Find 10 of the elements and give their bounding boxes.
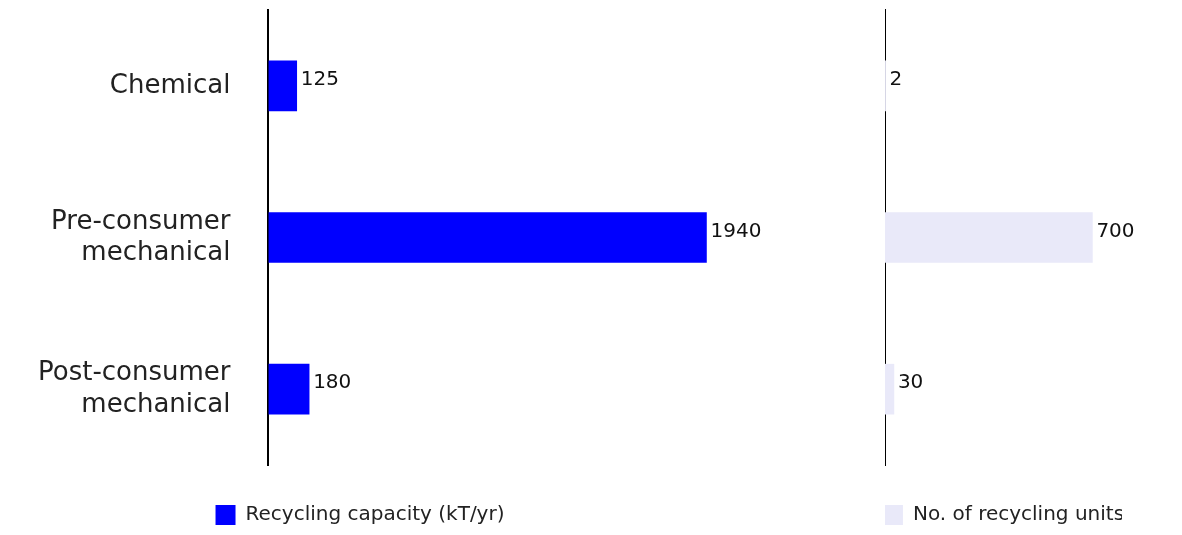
data-label: 125 — [300, 66, 339, 91]
y-tick-label: Chemical — [109, 68, 231, 99]
data-label: 700 — [1096, 217, 1135, 242]
data-label: 30 — [897, 369, 924, 394]
y-tick-label: Pre-consumer mechanical — [51, 204, 231, 266]
legend-label: Recycling capacity (kT/yr) — [245, 501, 505, 526]
data-label: 180 — [313, 369, 352, 394]
data-label: 2 — [889, 66, 903, 91]
data-label: 1940 — [710, 217, 762, 242]
y-tick-label: Post-consumer mechanical — [38, 356, 231, 418]
